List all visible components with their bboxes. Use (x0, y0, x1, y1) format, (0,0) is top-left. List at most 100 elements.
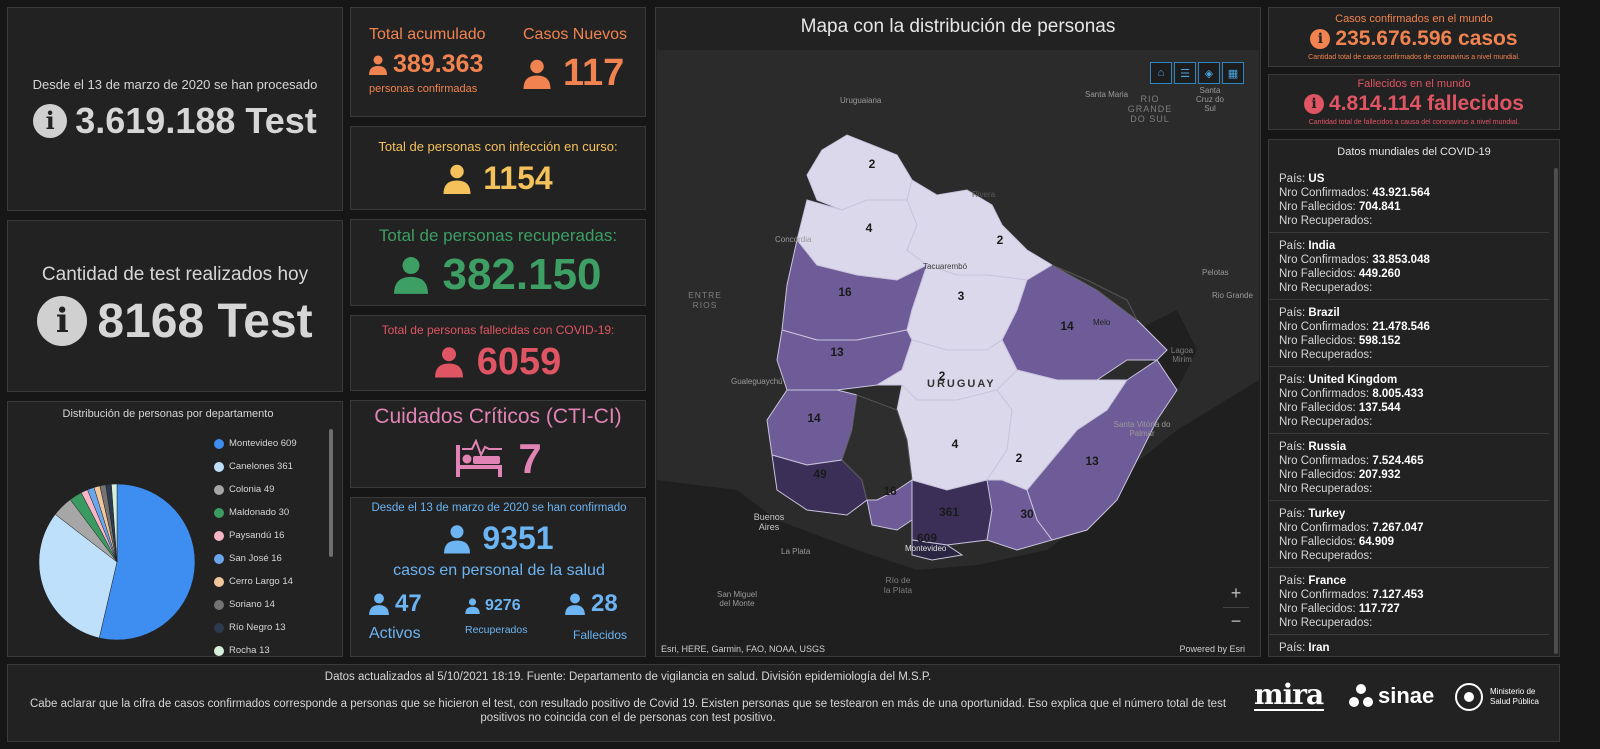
world-country-item[interactable]: País: Brazil Nro Confirmados: 21.478.546 N… (1269, 300, 1549, 367)
world-item-line: Nro Confirmados: 21.478.546 (1279, 321, 1430, 333)
world-item-line: Nro Recuperados: (1279, 282, 1373, 294)
layers-icon[interactable]: ◈ (1198, 62, 1220, 84)
salud-recuperados-label: Recuperados (465, 624, 528, 636)
tests-today-card: Cantidad de test realizados hoy i 8168 T… (7, 220, 343, 392)
world-item-line: Nro Recuperados: (1279, 416, 1373, 428)
world-cases-value: 235.676.596 casos (1335, 27, 1518, 50)
world-cases-caption: Cantidad total de casos confirmados de c… (1308, 54, 1520, 61)
uruguay-map[interactable]: 2 4 2 16 3 14 13 2 14 4 2 13 49 16 361 30 609 (657, 50, 1259, 656)
cti-value: 7 (518, 435, 542, 482)
world-item-line: Nro Fallecidos: 137.544 (1279, 402, 1401, 414)
total-acumulado-caption: personas confirmadas (369, 83, 478, 95)
qr-icon[interactable]: ▦ (1222, 62, 1244, 84)
fallecidas-card: Total de personas fallecidas con COVID-1… (350, 315, 646, 391)
legend-swatch (214, 438, 224, 449)
world-item-line: País: Iran (1279, 642, 1330, 654)
legend-label: Maldonado 30 (229, 507, 290, 518)
world-country-item[interactable]: País: US Nro Confirmados: 43.921.564 Nro F… (1269, 166, 1549, 233)
world-country-item[interactable]: País: United Kingdom Nro Confirmados: 8.0… (1269, 367, 1549, 434)
person-icon (369, 55, 387, 75)
department-pie-chart[interactable] (32, 477, 202, 647)
person-icon (523, 59, 551, 89)
cti-title: Cuidados Críticos (CTI-CI) (374, 405, 622, 428)
salud-caption-mid: casos en personal de la salud (393, 562, 605, 579)
salud-recuperados-value: 9276 (485, 597, 521, 614)
world-country-item[interactable]: País: India Nro Confirmados: 33.853.048 Nr… (1269, 233, 1549, 300)
legend-label: San José 16 (229, 553, 282, 564)
salud-fallecidos-label: Fallecidos (573, 628, 628, 642)
department-count: 14 (807, 411, 821, 425)
legend-swatch (214, 461, 224, 472)
legend-swatch (214, 507, 224, 518)
department-count: 16 (838, 285, 852, 299)
zoom-out-button[interactable]: − (1223, 607, 1249, 634)
tests-processed-value: 3.619.188 Test (75, 99, 317, 141)
list-icon[interactable]: ☰ (1174, 62, 1196, 84)
legend-item[interactable]: Río Negro 13 (214, 616, 324, 639)
legend-swatch (214, 576, 224, 587)
person-icon (443, 164, 471, 194)
legend-swatch (214, 553, 224, 564)
sinae-icon (1349, 684, 1373, 707)
place-buenos-aires: Buenos Aires (753, 512, 785, 532)
place-uruguaiana: Uruguaiana (840, 96, 882, 105)
world-country-item[interactable]: País: IranNro Confirmados: 5.651.961Nro … (1269, 635, 1549, 656)
world-item-line: País: India (1279, 240, 1336, 252)
legend-item[interactable]: Canelones 361 (214, 455, 324, 478)
place-tacuarembo: Tacuarembó (923, 262, 968, 271)
casos-nuevos-value: 117 (563, 52, 625, 94)
legend-item[interactable]: Maldonado 30 (214, 501, 324, 524)
map-title: Mapa con la distribución de personas (800, 16, 1116, 37)
tests-today-caption: Cantidad de test realizados hoy (41, 263, 309, 285)
place-rivera: Rivera (972, 190, 996, 199)
pie-slice[interactable] (98, 483, 196, 641)
legend-scrollbar[interactable] (329, 429, 333, 557)
pie-slice[interactable] (38, 513, 118, 639)
cti-card: Cuidados Críticos (CTI-CI) 7 (350, 400, 646, 488)
legend-item[interactable]: Paysandú 16 (214, 524, 324, 547)
legend-label: Río Negro 13 (229, 622, 286, 633)
person-icon (369, 593, 389, 615)
world-item-line: Nro Confirmados: 8.005.433 (1279, 388, 1424, 400)
department-count: 30 (1020, 507, 1034, 521)
place-entre-rios: ENTRE RIOS (688, 290, 722, 310)
info-icon: i (1310, 29, 1331, 49)
world-list-scrollbar[interactable] (1554, 168, 1558, 654)
zoom-in-button[interactable]: + (1230, 583, 1242, 603)
world-item-line: Nro Confirmados: 43.921.564 (1279, 187, 1430, 199)
legend-label: Colonia 49 (229, 484, 275, 495)
pie-slice[interactable] (111, 483, 118, 563)
world-item-line: Nro Recuperados: (1279, 550, 1373, 562)
place-rio-grande: Rio Grande (1212, 291, 1253, 300)
department-count: 13 (830, 345, 844, 359)
department-count: 3 (958, 289, 965, 303)
world-item-line: Nro Confirmados: 5.651.961 (1279, 655, 1539, 656)
legend-label: Paysandú 16 (229, 530, 285, 541)
world-item-line: Nro Fallecidos: 449.260 (1279, 268, 1401, 280)
legend-label: Cerro Largo 14 (229, 576, 293, 587)
person-icon (565, 593, 585, 615)
legend-item[interactable]: Rocha 13 (214, 639, 324, 662)
legend-item[interactable]: Cerro Largo 14 (214, 570, 324, 593)
world-item-line: Nro Fallecidos: 704.841 (1279, 201, 1401, 213)
legend-item[interactable]: Soriano 14 (214, 593, 324, 616)
salud-activos-label: Activos (369, 625, 421, 642)
msp-logo: Ministerio de Salud Pública (1454, 681, 1550, 713)
map-view[interactable]: 2 4 2 16 3 14 13 2 14 4 2 13 49 16 361 30 609 Uruguaiana… (657, 50, 1259, 656)
department-count: 361 (939, 505, 959, 519)
place-melo: Melo (1093, 318, 1111, 327)
world-country-item[interactable]: País: Russia Nro Confirmados: 7.524.465 Nr… (1269, 434, 1549, 501)
legend-item[interactable]: San José 16 (214, 547, 324, 570)
home-icon[interactable]: ⌂ (1150, 62, 1172, 84)
world-country-item[interactable]: País: Turkey Nro Confirmados: 7.267.047 Nr… (1269, 501, 1549, 568)
world-country-item[interactable]: País: France Nro Confirmados: 7.127.453 Nr… (1269, 568, 1549, 635)
person-icon (444, 524, 471, 553)
map-powered-by[interactable]: Powered by Esri (1179, 644, 1245, 654)
world-list[interactable]: País: US Nro Confirmados: 43.921.564 Nro F… (1269, 166, 1549, 656)
recuperadas-card: Total de personas recuperadas: 382.150 (350, 219, 646, 306)
world-item-line: Nro Confirmados: 7.267.047 (1279, 522, 1424, 534)
total-acumulado-title: Total acumulado (369, 26, 486, 43)
department-count: 14 (1060, 319, 1074, 333)
legend-item[interactable]: Colonia 49 (214, 478, 324, 501)
legend-item[interactable]: Montevideo 609 (214, 432, 324, 455)
